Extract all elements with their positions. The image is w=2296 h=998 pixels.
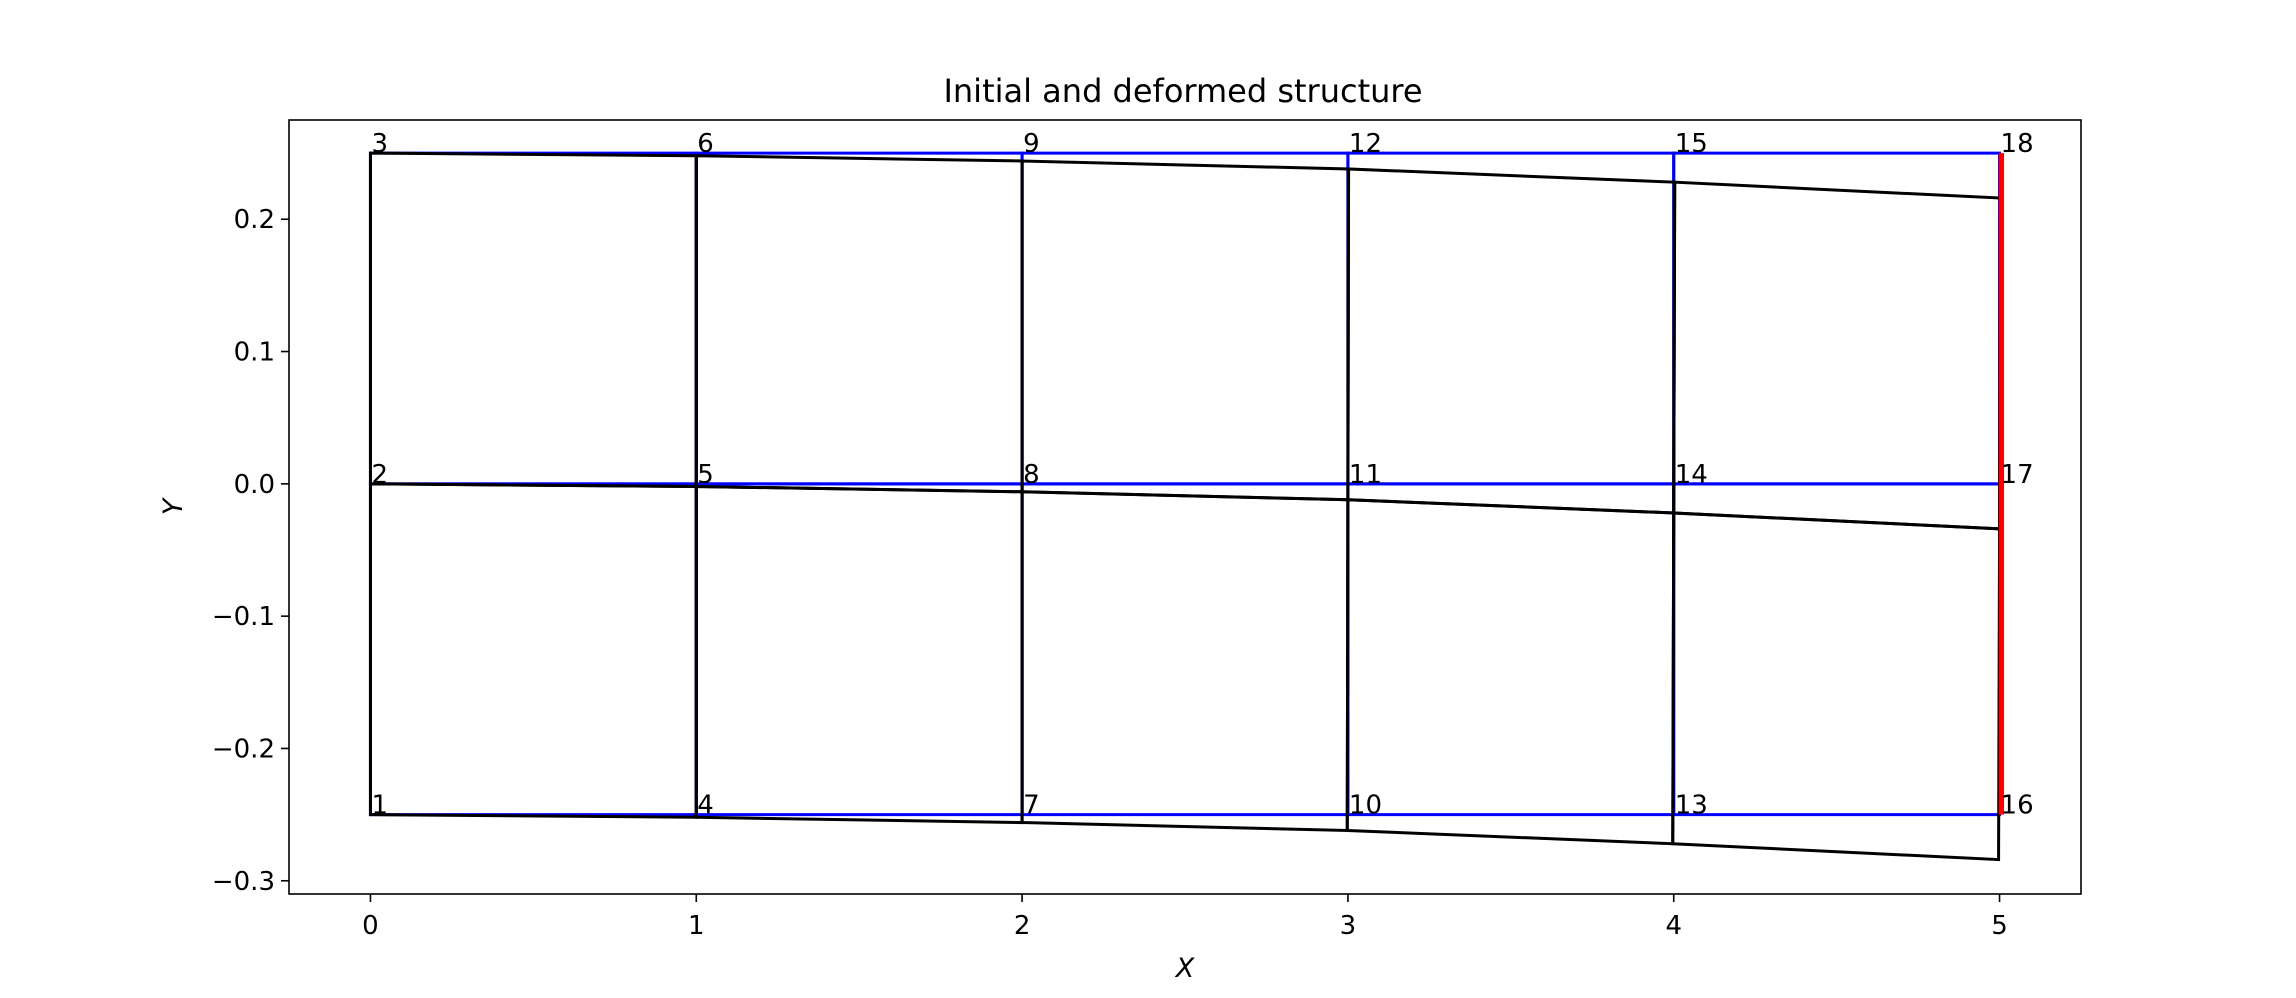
deformed-element-2 — [368, 151, 698, 489]
chart-title: Initial and deformed structure — [943, 72, 1422, 110]
initial-element-2 — [368, 151, 698, 486]
x-axis-label: X — [1174, 953, 1195, 984]
node-label-13: 13 — [1675, 791, 1708, 821]
initial-element-3 — [694, 482, 1024, 817]
initial-element-6 — [1020, 151, 1350, 486]
node-label-18: 18 — [2001, 129, 2034, 159]
initial-element-4 — [694, 151, 1024, 486]
deformed-element-6 — [1020, 159, 1351, 502]
x-tick-label: 1 — [688, 911, 705, 941]
y-axis-label: Y — [158, 496, 189, 515]
x-tick-label: 3 — [1340, 911, 1357, 941]
node-label-9: 9 — [1023, 129, 1040, 159]
initial-element-5 — [1020, 482, 1350, 817]
initial-element-8 — [1346, 151, 1676, 486]
node-label-15: 15 — [1675, 129, 1708, 159]
x-tick-label: 5 — [1991, 911, 2008, 941]
node-label-4: 4 — [697, 791, 714, 821]
node-label-11: 11 — [1349, 460, 1382, 490]
y-axis: −0.3 −0.2 −0.1 0.0 0.1 0.2 — [212, 205, 289, 897]
node-label-14: 14 — [1675, 460, 1708, 490]
axes-frame — [288, 119, 2082, 895]
deformed-element-9 — [1671, 511, 2002, 862]
node-label-10: 10 — [1349, 791, 1382, 821]
y-tick-label: 0.1 — [234, 338, 275, 368]
deformed-element-1 — [368, 482, 698, 819]
x-tick-label: 2 — [1014, 911, 1031, 941]
node-label-1: 1 — [371, 791, 388, 821]
x-tick-label: 4 — [1665, 911, 1682, 941]
node-label-17: 17 — [2001, 460, 2034, 490]
node-label-5: 5 — [697, 460, 714, 490]
node-label-16: 16 — [2001, 791, 2034, 821]
y-tick-label: 0.2 — [234, 205, 275, 235]
node-label-2: 2 — [371, 460, 388, 490]
y-tick-label: −0.1 — [212, 602, 275, 632]
initial-element-10 — [1672, 151, 2002, 486]
node-label-8: 8 — [1023, 460, 1040, 490]
node-label-6: 6 — [697, 129, 714, 159]
initial-element-9 — [1672, 482, 2002, 817]
initial-element-1 — [368, 482, 698, 817]
deformed-element-4 — [694, 154, 1024, 494]
node-label-7: 7 — [1023, 791, 1040, 821]
y-tick-label: −0.2 — [212, 734, 275, 764]
y-tick-label: −0.3 — [212, 867, 275, 897]
node-label-3: 3 — [371, 129, 388, 159]
initial-element-7 — [1346, 482, 1676, 817]
node-label-12: 12 — [1349, 129, 1382, 159]
deformed-element-3 — [694, 484, 1024, 825]
x-tick-label: 0 — [362, 911, 379, 941]
deformed-element-5 — [1020, 490, 1350, 833]
deformed-element-8 — [1346, 167, 1677, 515]
x-axis: 0 1 2 3 4 5 — [362, 894, 2008, 941]
deformed-element-10 — [1672, 180, 2003, 531]
y-tick-label: 0.0 — [234, 470, 275, 500]
deformed-element-7 — [1345, 498, 1676, 846]
